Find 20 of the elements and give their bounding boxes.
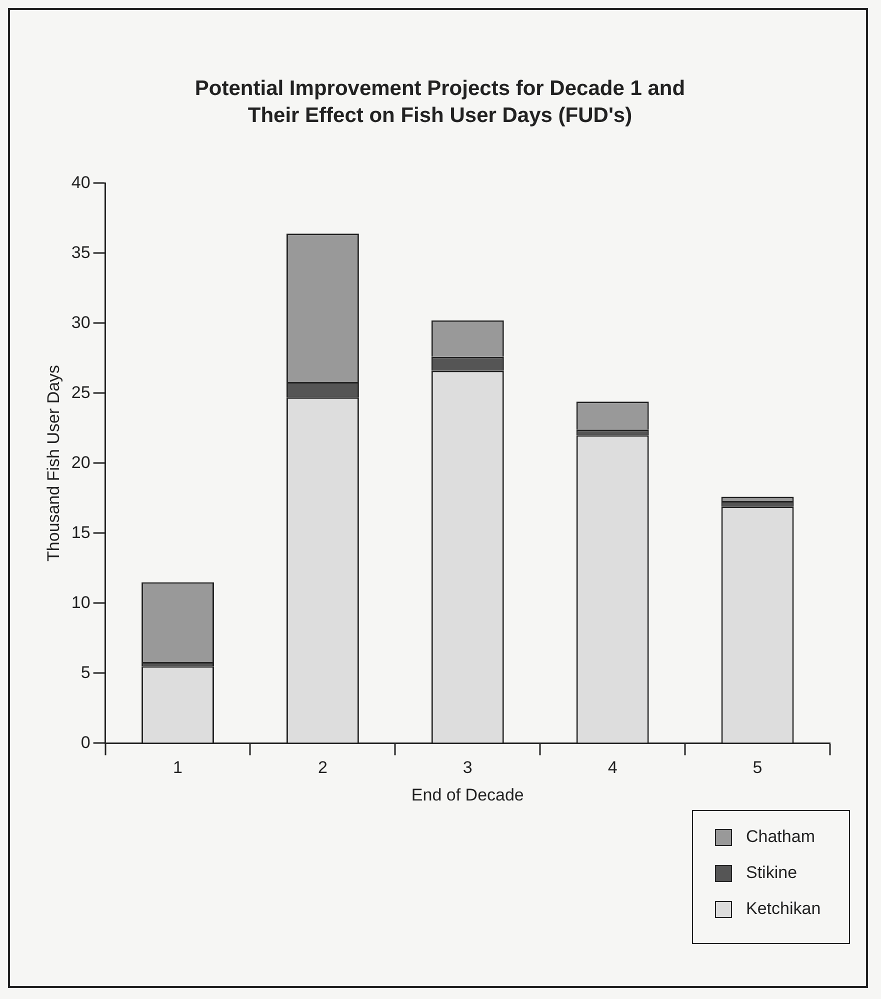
y-tick-label: 40: [71, 172, 90, 192]
y-tick-label: 20: [71, 452, 90, 472]
y-axis-title: Thousand Fish User Days: [44, 364, 63, 562]
y-tick-label: 0: [80, 732, 90, 752]
legend-label: Ketchikan: [746, 899, 821, 919]
x-tick-label: 4: [608, 758, 618, 778]
x-tick-label: 5: [752, 758, 762, 778]
y-tick-label: 15: [71, 522, 90, 542]
x-tick-label: 1: [173, 758, 183, 778]
x-tick-label: 3: [462, 758, 472, 778]
y-tick-label: 35: [71, 242, 90, 262]
y-tick-label: 10: [71, 592, 90, 612]
y-tick-label: 30: [71, 312, 90, 332]
legend-label: Stikine: [746, 863, 798, 883]
chart-title: Potential Improvement Projects for Decade 1 and Their Effect on Fish User Days (FUD's): [194, 76, 686, 129]
x-axis-title: End of Decade: [411, 785, 524, 804]
legend-label: Chatham: [746, 827, 815, 847]
y-tick-label: 5: [80, 662, 90, 682]
y-tick-label: 25: [71, 382, 90, 402]
x-tick-label: 2: [318, 758, 328, 778]
